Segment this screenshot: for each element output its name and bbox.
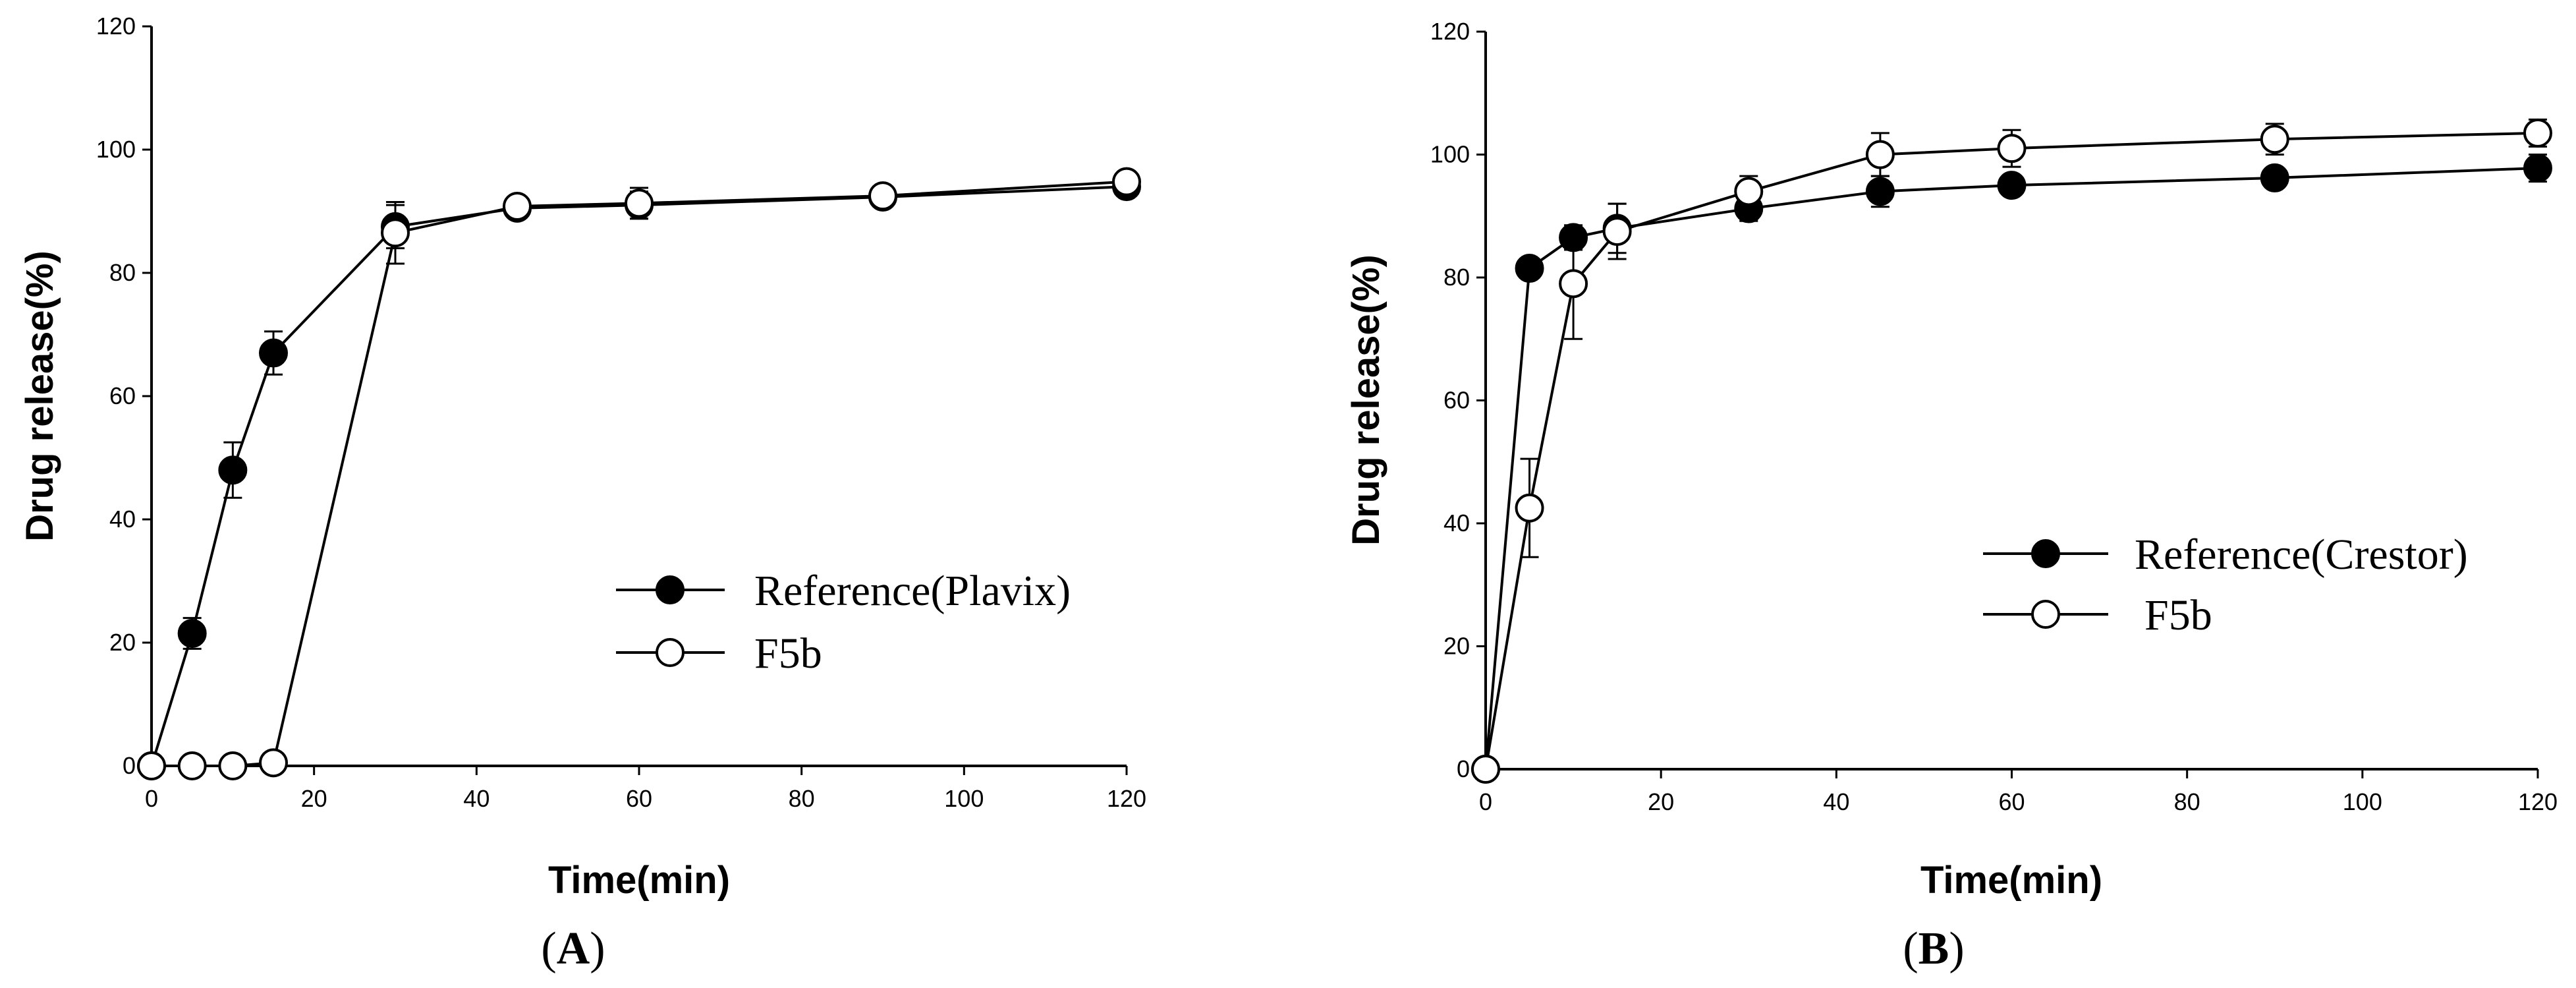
x-ticks: 0 20 40 60 80 100 120 [145,766,1146,812]
y-tick-label: 80 [109,259,136,286]
legend-marker-f5b [2031,600,2060,629]
legend: Reference(Plavix) F5b [616,567,1071,678]
y-tick-label: 80 [1443,264,1470,291]
data-point-f5b [1471,755,1500,784]
y-axis-title: Drug release(%) [1345,254,1387,546]
data-point-f5b [503,192,532,221]
y-tick-label: 100 [1430,141,1470,168]
y-tick-label: 100 [96,136,136,163]
legend-label-reference: Reference(Crestor) [2135,531,2468,579]
data-point-f5b [218,751,248,780]
data-point-reference [2523,154,2552,183]
chart-panel-a: 0 20 40 60 80 100 120 0 20 40 60 80 100 120 Time(min… [18,13,1146,974]
series-line-reference [150,185,1127,767]
data-point-f5b [137,751,166,780]
y-axis-title: Drug release(%) [18,250,61,542]
y-tick-label: 20 [1443,633,1470,660]
legend-label-f5b: F5b [754,629,822,678]
y-ticks: 0 20 40 60 80 100 120 [96,13,152,779]
data-point-f5b [2260,125,2289,154]
legend-marker-f5b [656,638,685,667]
y-tick-label: 40 [109,506,136,533]
data-point-reference [218,455,248,485]
y-tick-label: 20 [109,629,136,656]
data-point-f5b [1515,493,1544,523]
data-point-reference [1865,177,1895,206]
series-line-f5b [152,180,1127,767]
data-point-f5b [868,181,897,211]
data-point-f5b [625,189,654,218]
panel-letter: B [1918,923,1949,974]
legend: Reference(Crestor) F5b [1983,531,2468,639]
y-tick-label: 120 [1430,18,1470,45]
legend-label-f5b: F5b [2144,591,2212,639]
x-axis-title: Time(min) [1920,859,2102,902]
y-tick-label: 60 [1443,387,1470,414]
data-point-f5b [177,751,207,780]
legend-marker-reference [2031,539,2060,568]
x-tick-label: 20 [301,785,327,812]
chart-panel-b: 0 20 40 60 80 100 120 0 20 40 60 80 100 120 Time(min… [1345,18,2558,974]
x-tick-label: 80 [2174,788,2200,815]
data-point-f5b [1997,134,2027,163]
series-layer [1471,118,2552,784]
data-point-f5b [259,748,288,778]
x-tick-label: 40 [463,785,490,812]
data-point-f5b [1559,269,1588,299]
y-tick-label: 40 [1443,509,1470,537]
data-point-f5b [381,218,410,248]
x-axis-title: Time(min) [548,859,730,902]
data-point-f5b [1602,217,1632,247]
legend-label-reference: Reference(Plavix) [754,567,1071,615]
x-tick-label: 100 [2343,788,2382,815]
legend-marker-reference [656,575,685,604]
data-point-f5b [1734,177,1764,206]
x-tick-label: 120 [2518,788,2558,815]
y-tick-label: 0 [123,752,136,779]
x-ticks: 0 20 40 60 80 100 120 [1479,769,2558,815]
y-tick-label: 120 [96,13,136,40]
x-tick-label: 120 [1107,785,1146,812]
panel-letter: A [557,923,590,974]
y-tick-label: 60 [109,382,136,409]
y-tick-label: 0 [1457,755,1470,782]
series-line-reference [1484,167,2538,770]
data-point-reference [1997,171,2027,200]
x-tick-label: 20 [1648,788,1674,815]
data-point-reference [259,338,288,368]
series-layer [137,167,1141,780]
data-point-f5b [1112,167,1141,196]
panel-label: (A) [541,923,605,974]
x-tick-label: 100 [944,785,984,812]
data-point-f5b [2523,118,2552,148]
x-tick-label: 80 [789,785,815,812]
data-point-reference [177,618,207,648]
x-tick-label: 0 [145,785,158,812]
x-tick-label: 40 [1823,788,1849,815]
x-tick-label: 60 [626,785,652,812]
data-point-reference [1515,254,1544,283]
data-point-reference [1559,223,1588,252]
panel-label: (B) [1903,923,1964,974]
data-point-reference [2260,163,2289,192]
y-ticks: 0 20 40 60 80 100 120 [1430,18,1486,782]
x-tick-label: 0 [1479,788,1492,815]
data-point-f5b [1865,140,1895,169]
x-tick-label: 60 [1998,788,2025,815]
series-line-f5b [1484,131,2538,770]
